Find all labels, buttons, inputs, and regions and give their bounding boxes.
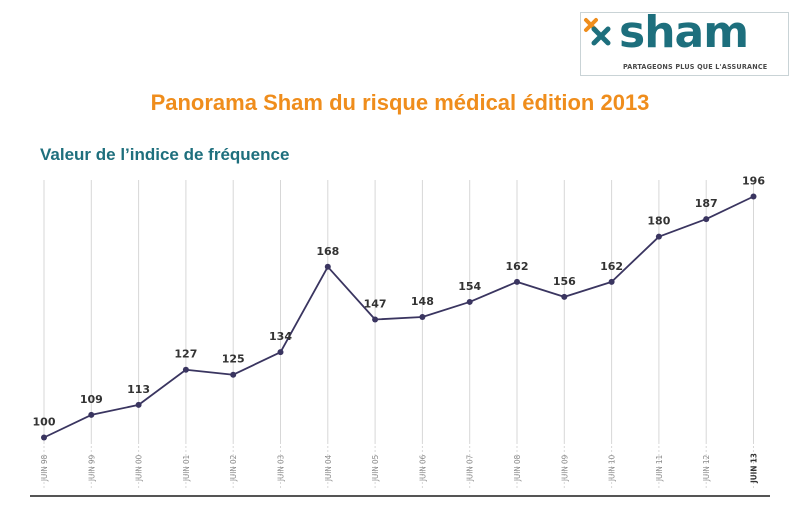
- data-point: [514, 278, 520, 285]
- data-label: 147: [364, 298, 387, 311]
- x-tick-label: JUIN 02: [229, 455, 238, 482]
- data-point: [750, 193, 757, 200]
- chart-subtitle: Valeur de l’indice de fréquence: [40, 145, 290, 164]
- data-label: 113: [127, 383, 150, 396]
- data-point: [88, 411, 95, 418]
- x-tick-label: JUIN 08: [513, 454, 522, 482]
- x-tick-label: JUIN 98: [40, 454, 49, 482]
- x-tick-label: JUIN 03: [277, 455, 286, 482]
- data-label: 127: [174, 348, 197, 361]
- data-label: 100: [33, 416, 56, 429]
- data-label: 134: [269, 330, 292, 343]
- page-title: Panorama Sham du risque médical édition …: [150, 90, 650, 115]
- data-point: [561, 293, 568, 300]
- data-label: 162: [506, 260, 529, 273]
- data-point: [372, 316, 379, 323]
- x-tick-label: JUIN 04: [324, 454, 333, 482]
- series-line: [43, 195, 754, 439]
- x-tick-label: JUIN 05: [371, 455, 380, 482]
- logo-tagline: PARTAGEONS PLUS QUE L'ASSURANCE: [623, 62, 768, 71]
- data-label: 168: [316, 245, 339, 258]
- data-point: [419, 314, 426, 320]
- x-tick-label: JUIN 00: [135, 454, 144, 482]
- x-tick-label: JUIN 99: [87, 454, 96, 482]
- data-point: [230, 371, 237, 378]
- data-point: [703, 216, 710, 223]
- x-tick-label: JUIN 10: [608, 454, 617, 482]
- data-label: 125: [222, 353, 245, 366]
- data-point: [41, 434, 47, 441]
- data-label: 109: [80, 393, 103, 406]
- data-label: 162: [600, 260, 623, 273]
- data-label: 156: [553, 275, 576, 288]
- data-point: [277, 349, 284, 356]
- x-tick-label: JUIN 11: [655, 455, 664, 482]
- x-tick-label: JUIN 07: [466, 455, 475, 482]
- data-label: 148: [411, 295, 434, 308]
- data-point: [324, 263, 331, 270]
- x-tick-label: JUIN 12: [702, 455, 711, 482]
- x-tick-label: JUIN 09: [560, 454, 569, 482]
- data-label: 196: [742, 175, 765, 188]
- sham-logo: sham PARTAGEONS PLUS QUE L'ASSURANCE: [580, 7, 789, 76]
- data-point: [182, 366, 189, 373]
- data-label: 154: [458, 280, 481, 293]
- data-point: [608, 278, 615, 285]
- x-tick-label: JUIN 01: [182, 455, 191, 482]
- x-tick-label: JUIN 06: [418, 454, 427, 482]
- data-point: [655, 233, 662, 240]
- data-point: [466, 298, 473, 305]
- data-label: 180: [647, 215, 670, 228]
- sham-x-mark-icon: [584, 18, 611, 46]
- x-tick-label: JUIN 13: [750, 453, 759, 484]
- data-label: 187: [695, 197, 718, 210]
- logo-wordmark: sham: [619, 7, 749, 58]
- data-point: [135, 401, 142, 408]
